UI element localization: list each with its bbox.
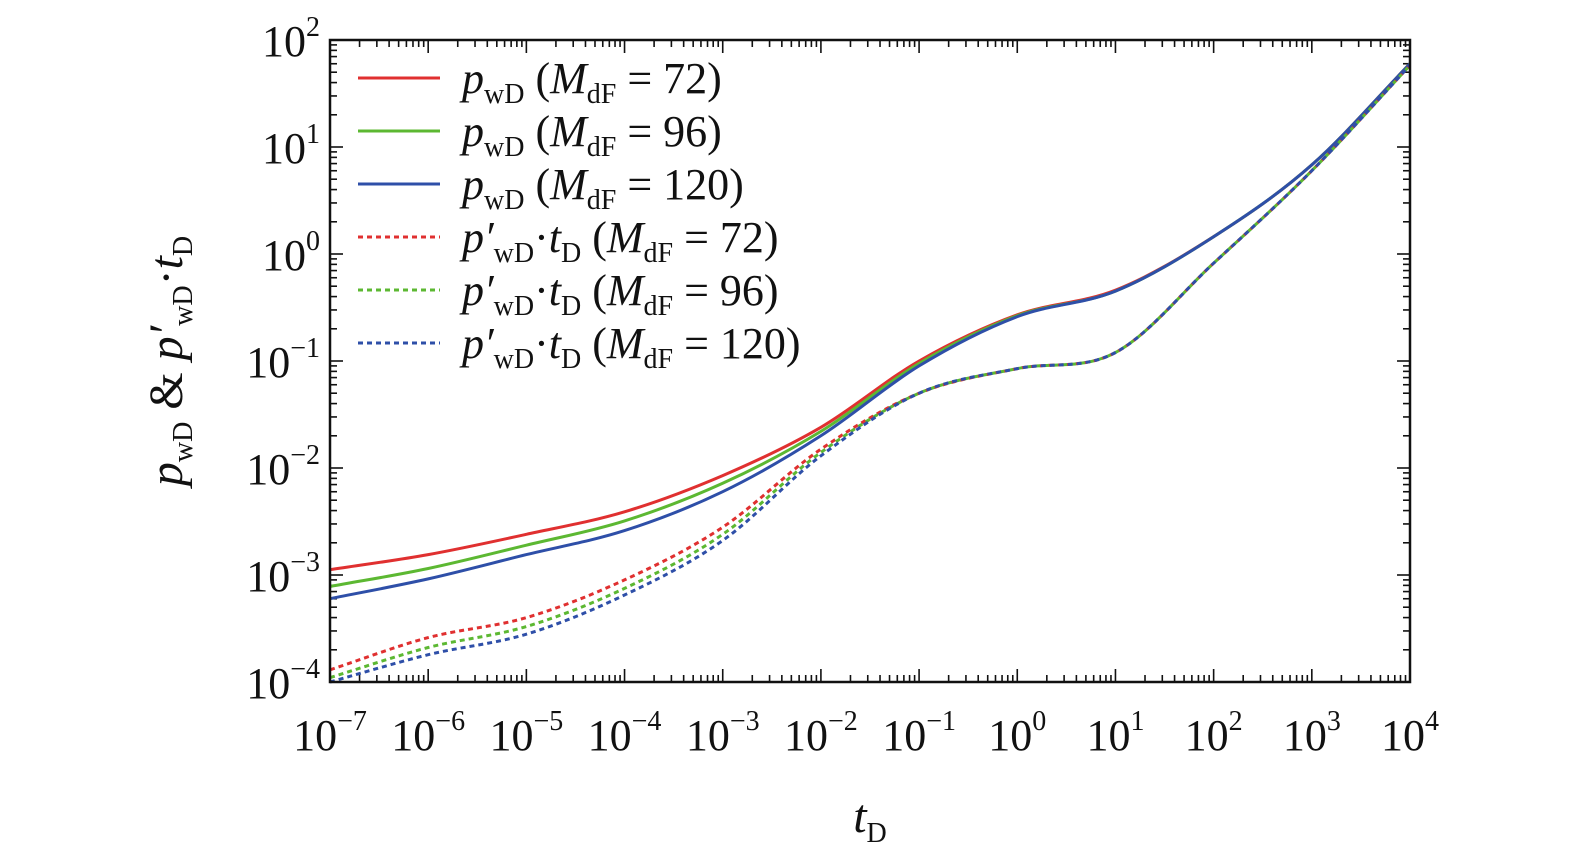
legend-label: pwD (MdF = 72): [459, 54, 722, 110]
x-tick-label: 10−2: [784, 706, 858, 760]
x-tick-label: 103: [1283, 706, 1341, 760]
x-tick-label: 100: [988, 706, 1046, 760]
x-axis-label: tD: [853, 790, 887, 849]
x-tick-label: 10−5: [489, 706, 563, 760]
x-tick-label: 10−3: [686, 706, 760, 760]
plot-frame: [328, 38, 1412, 684]
legend-label: pwD (MdF = 120): [459, 160, 744, 216]
y-tick-label: 10−4: [246, 654, 320, 708]
legend-label: p′wD·tD (MdF = 120): [459, 319, 801, 375]
x-tick-label: 10−1: [882, 706, 956, 760]
y-tick-label: 10−1: [246, 333, 320, 387]
series-lines: [329, 62, 1412, 684]
y-tick-label: 10−3: [246, 547, 320, 601]
x-tick-labels: 10−7 10−6 10−5 10−4 10−3 10−2 10−1 100 101 102 103…: [293, 706, 1439, 760]
legend: pwD (MdF = 72)pwD (MdF = 96)pwD (MdF = 1…: [358, 54, 801, 375]
y-axis-label: pwD & p′wD·tD: [140, 236, 199, 489]
y-tick-labels: 10−4 10−3 10−2 10−1 100 101 102: [246, 12, 320, 708]
legend-label: p′wD·tD (MdF = 72): [459, 213, 779, 269]
y-tick-label: 100: [262, 226, 320, 280]
legend-label: p′wD·tD (MdF = 96): [459, 266, 779, 322]
legend-label: pwD (MdF = 96): [459, 107, 722, 163]
x-tick-label: 104: [1381, 706, 1439, 760]
x-tick-label: 10−7: [293, 706, 367, 760]
x-tick-label: 102: [1185, 706, 1243, 760]
series-line-3: [329, 62, 1412, 601]
x-tick-label: 101: [1086, 706, 1144, 760]
y-tick-label: 10−2: [246, 440, 320, 494]
series-line-6: [329, 64, 1412, 684]
y-tick-label: 101: [262, 119, 320, 173]
x-tick-label: 10−6: [391, 706, 465, 760]
y-tick-label: 102: [262, 12, 320, 66]
x-tick-label: 10−4: [588, 706, 662, 760]
